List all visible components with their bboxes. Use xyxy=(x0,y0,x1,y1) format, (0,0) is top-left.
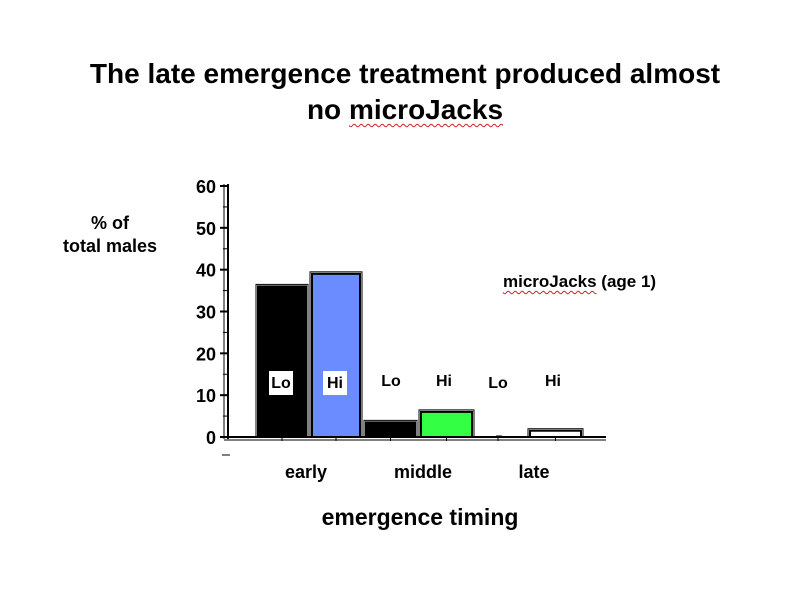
chart-title-line-2-word: microJacks xyxy=(348,94,504,125)
chart-title-line-2: no microJacks xyxy=(40,92,770,128)
y-axis-label: % of total males xyxy=(40,212,180,258)
x-category-early: early xyxy=(285,462,327,482)
y-tick-label-0: 0 xyxy=(206,428,216,448)
legend-suffix: (age 1) xyxy=(596,272,657,291)
chart-title: The late emergence treatment produced al… xyxy=(40,56,770,128)
legend: microJacks (age 1) xyxy=(503,272,656,292)
bar-label-middle-lo: Lo xyxy=(381,373,401,390)
y-tick-label-40: 40 xyxy=(196,261,216,281)
y-tick-label-10: 10 xyxy=(196,386,216,406)
y-tick-label-50: 50 xyxy=(196,219,216,239)
x-axis-label: emergence timing xyxy=(321,504,519,530)
bar-late-hi xyxy=(529,429,582,439)
y-tick-label-30: 30 xyxy=(196,303,216,323)
bar-middle-hi xyxy=(420,410,473,438)
bar-middle-lo xyxy=(365,421,416,439)
y-tick-label-20: 20 xyxy=(196,344,216,364)
legend-word: microJacks xyxy=(503,272,597,291)
y-axis-label-line-1: % of xyxy=(91,213,129,233)
bar-label-late-hi: Hi xyxy=(545,373,561,390)
bar-label-bg-early-lo xyxy=(269,371,293,395)
chart-title-line-2-prefix: no xyxy=(306,94,349,125)
bar-label-middle-hi: Hi xyxy=(436,373,452,390)
bar-early-hi xyxy=(311,272,361,438)
bar-label-early-lo: Lo xyxy=(271,375,291,392)
y-axis-label-line-2: total males xyxy=(62,236,158,256)
x-category-middle: middle xyxy=(394,462,452,482)
bar-early-lo xyxy=(257,285,307,438)
y-tick-label-60: 60 xyxy=(196,177,216,197)
bar-label-bg-early-hi xyxy=(323,371,347,395)
chart-title-line-1: The late emergence treatment produced al… xyxy=(89,58,721,89)
bar-label-late-lo: Lo xyxy=(488,375,508,392)
bar-label-early-hi: Hi xyxy=(327,375,343,392)
x-category-late: late xyxy=(518,462,549,482)
